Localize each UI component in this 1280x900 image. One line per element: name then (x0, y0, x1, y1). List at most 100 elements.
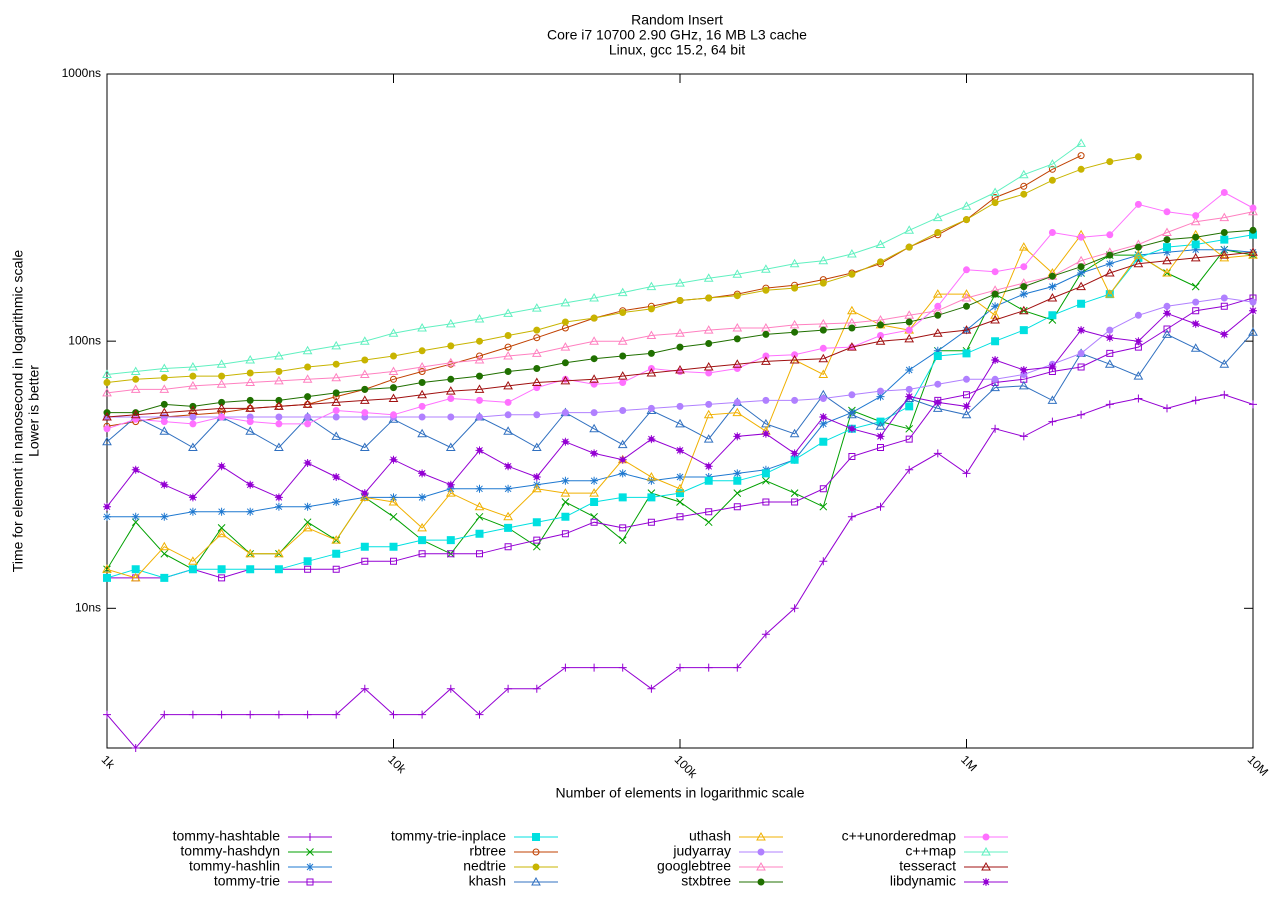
data-point (445, 357, 456, 367)
data-point (991, 356, 1000, 364)
data-point (762, 476, 770, 485)
data-point (789, 354, 800, 364)
data-point (1192, 307, 1200, 315)
data-point (533, 326, 541, 334)
data-point (246, 507, 255, 516)
data-point (102, 436, 112, 446)
data-point (504, 523, 513, 532)
data-point (619, 309, 627, 316)
data-point (304, 565, 312, 573)
data-point (1105, 400, 1114, 409)
data-point (990, 314, 1000, 324)
data-point (733, 489, 742, 497)
data-point (1134, 394, 1143, 403)
data-point (905, 435, 913, 443)
data-point (531, 483, 542, 493)
data-point (531, 377, 542, 386)
legend-label: uthash (689, 828, 731, 844)
data-point (1163, 236, 1171, 244)
data-point (990, 310, 1000, 319)
data-point (447, 395, 455, 402)
data-point (503, 350, 513, 360)
data-point (1019, 432, 1028, 441)
data-point (675, 418, 685, 428)
data-point (590, 476, 599, 485)
data-point (389, 455, 398, 464)
data-point (733, 663, 742, 672)
data-point (1163, 208, 1171, 216)
data-point (390, 557, 397, 565)
data-point (303, 557, 312, 566)
data-point (1220, 245, 1229, 254)
data-point (791, 284, 799, 292)
data-point (589, 336, 599, 345)
data-point (1019, 366, 1028, 374)
data-point (647, 493, 656, 502)
data-point (245, 403, 256, 412)
series-line (107, 251, 1254, 418)
legend-label: stxbtree (681, 873, 731, 889)
data-point (475, 710, 484, 719)
data-point (188, 710, 197, 719)
data-point (561, 318, 569, 326)
data-point (303, 710, 312, 719)
data-point (818, 353, 829, 363)
data-point (847, 409, 857, 419)
data-point (819, 419, 828, 428)
data-point (561, 324, 569, 332)
data-point (1104, 267, 1115, 277)
data-point (1104, 289, 1115, 298)
data-point (932, 289, 943, 298)
data-point (474, 313, 485, 323)
data-point (447, 550, 455, 558)
data-point (1219, 212, 1230, 222)
data-point (761, 429, 770, 438)
data-point (904, 333, 915, 343)
data-point (274, 442, 284, 451)
data-point (1018, 242, 1029, 251)
data-point (703, 409, 714, 419)
data-point (274, 548, 284, 558)
data-point (103, 425, 111, 433)
data-point (417, 428, 427, 438)
data-point (418, 550, 426, 558)
data-point (1220, 189, 1228, 196)
data-point (1249, 298, 1257, 306)
data-point (589, 374, 599, 383)
legend-label: googlebtree (657, 858, 731, 874)
data-point (275, 368, 283, 375)
data-point (189, 413, 197, 421)
data-point (1190, 252, 1201, 262)
data-point (246, 418, 254, 426)
legend-label: tommy-hashlin (189, 858, 280, 874)
data-point (934, 302, 942, 310)
data-point (962, 349, 971, 358)
x-tick-label: 100k (672, 752, 701, 781)
data-point (1163, 404, 1171, 413)
data-point (617, 439, 628, 449)
data-point (1133, 371, 1144, 380)
data-point (590, 518, 598, 526)
legend-label: tommy-trie (214, 873, 280, 889)
data-point (131, 518, 140, 527)
data-point (1249, 204, 1257, 212)
data-point (676, 402, 684, 410)
data-point (331, 340, 342, 350)
legend-marker (756, 831, 766, 841)
data-point (504, 684, 513, 693)
data-point (188, 507, 197, 516)
data-point (1220, 294, 1228, 302)
data-point (675, 278, 685, 287)
data-point (733, 365, 741, 372)
data-point (1020, 182, 1028, 190)
data-point (188, 493, 197, 502)
data-point (1048, 363, 1057, 371)
data-point (647, 305, 655, 313)
data-point (876, 392, 885, 401)
data-point (590, 355, 598, 363)
data-point (961, 289, 972, 298)
data-point (848, 391, 856, 399)
data-point (819, 437, 828, 446)
data-point (1220, 302, 1228, 310)
data-point (246, 369, 254, 377)
